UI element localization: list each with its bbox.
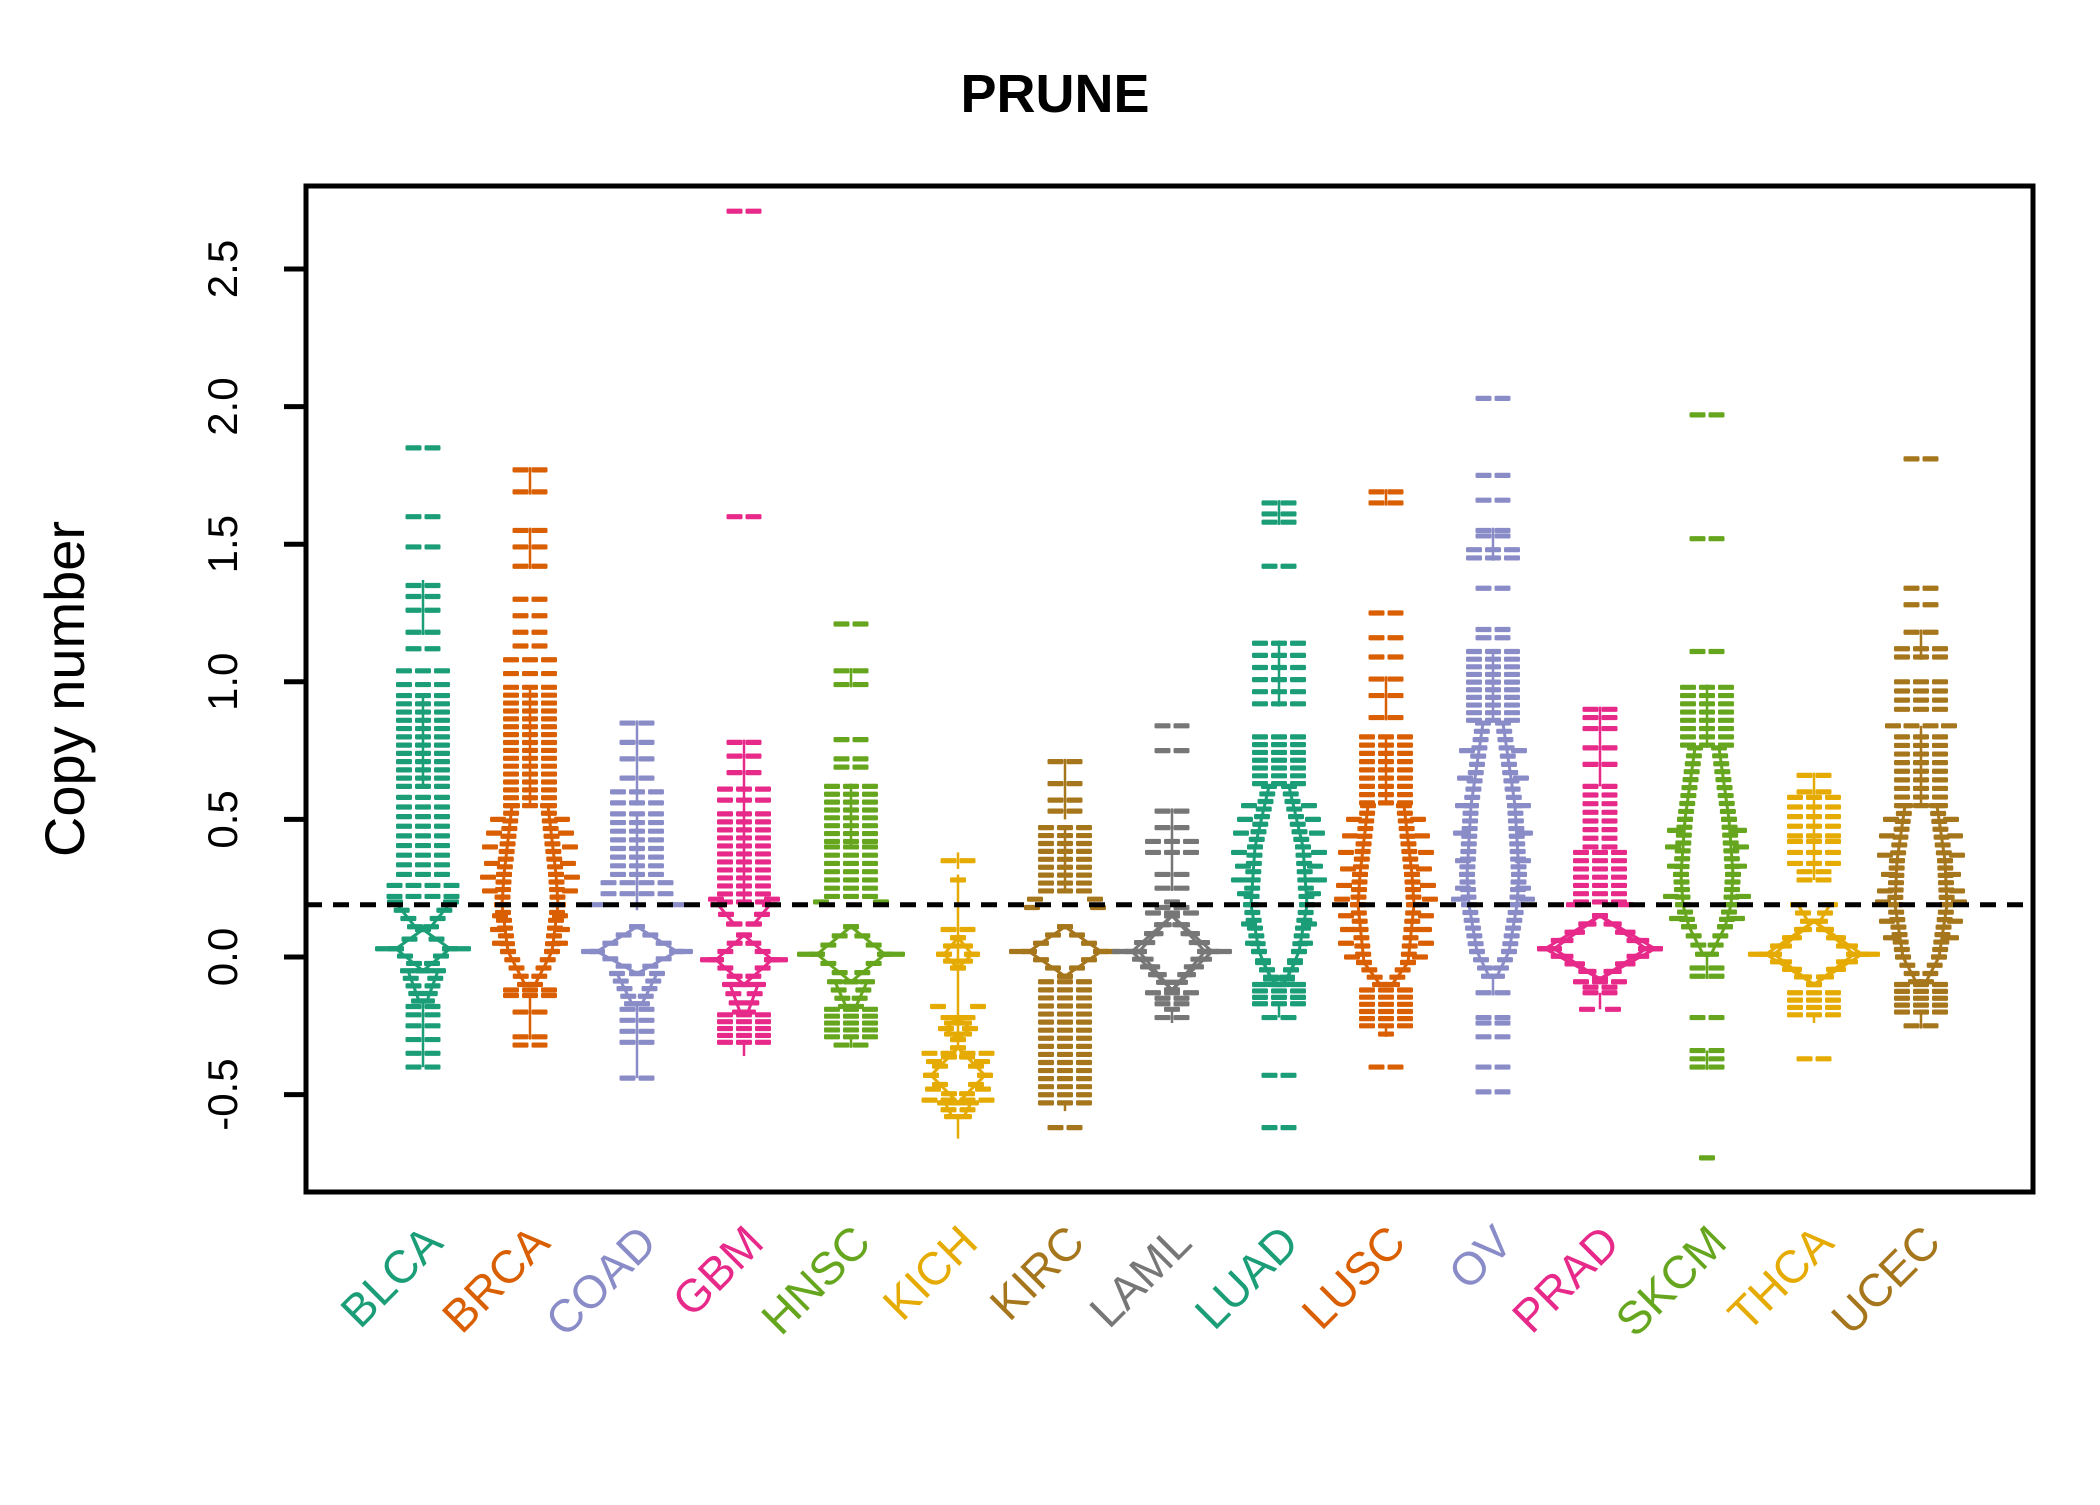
x-label-skcm: SKCM [1605, 1215, 1736, 1346]
x-label-kich: KICH [873, 1215, 987, 1329]
x-label-lusc: LUSC [1292, 1215, 1416, 1339]
beeswarm-group-coad [581, 720, 693, 1081]
beeswarm-group-kich [921, 852, 995, 1139]
beeswarm-group-lusc [1334, 489, 1438, 1070]
x-label-luad: LUAD [1185, 1215, 1309, 1339]
x-label-coad: COAD [535, 1215, 666, 1346]
beeswarm-group-hnsc [797, 621, 905, 1048]
plot-border [303, 183, 2036, 1195]
beeswarm-groups [375, 208, 1967, 1161]
y-axis-label: Copy number [33, 521, 96, 857]
y-axis: 2.5 2.0 1.5 1.0 0.5 0.0 -0.5 [199, 240, 306, 1131]
x-label-thca: THCA [1718, 1215, 1844, 1341]
beeswarm-group-blca [375, 445, 471, 1070]
x-label-kirc: KIRC [980, 1215, 1094, 1329]
x-label-ucec: UCEC [1821, 1215, 1950, 1344]
y-tick-label: 2.0 [199, 377, 246, 435]
y-tick-label: -0.5 [199, 1058, 246, 1130]
beeswarm-group-ov [1451, 395, 1535, 1095]
x-label-ov: OV [1438, 1215, 1522, 1299]
y-tick-label: 2.5 [199, 240, 246, 298]
y-tick-label: 1.0 [199, 653, 246, 711]
beeswarm-group-thca [1748, 772, 1880, 1062]
beeswarm-group-skcm [1663, 412, 1751, 1161]
y-tick-label: 0.5 [199, 790, 246, 848]
x-label-hnsc: HNSC [751, 1215, 880, 1344]
beeswarm-group-luad [1231, 500, 1327, 1131]
plot-title: PRUNE [960, 64, 1149, 124]
x-label-brca: BRCA [432, 1215, 559, 1342]
beeswarm-group-prad [1537, 706, 1663, 1012]
beeswarm-group-brca [480, 467, 580, 1048]
beeswarm-group-ucec [1875, 456, 1967, 1029]
x-label-blca: BLCA [330, 1215, 452, 1337]
y-tick-label: 1.5 [199, 515, 246, 573]
x-label-laml: LAML [1079, 1215, 1201, 1337]
beeswarm-group-gbm [700, 208, 788, 1057]
beeswarm-group-laml [1112, 723, 1232, 1024]
x-label-prad: PRAD [1502, 1215, 1629, 1342]
beeswarm-group-kirc [1009, 758, 1121, 1131]
y-tick-label: 0.0 [199, 928, 246, 986]
